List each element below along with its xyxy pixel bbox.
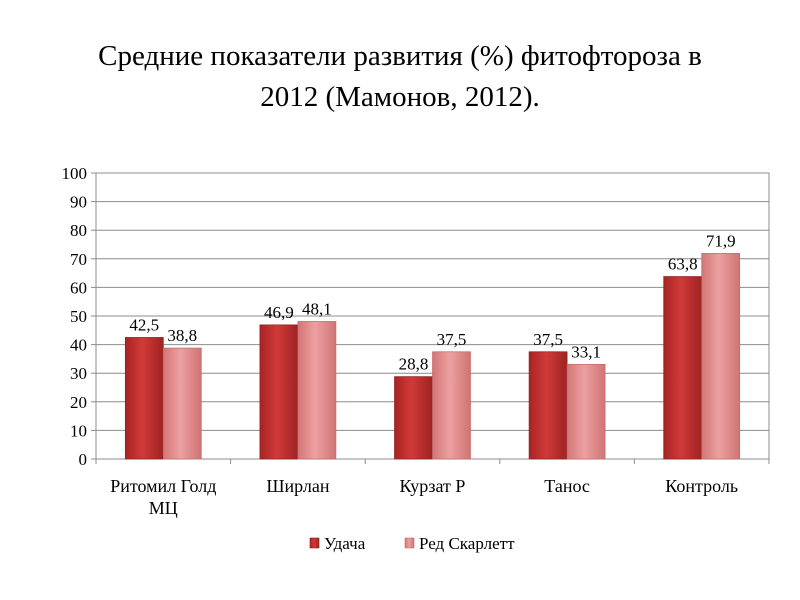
- bar-red-scarlett: [297, 321, 337, 460]
- bar-red-scarlett: [432, 351, 471, 460]
- y-tick-label: 70: [70, 250, 87, 269]
- bar-red-scarlett: [566, 363, 606, 460]
- x-tick-label: Курзат Р: [400, 476, 466, 496]
- bar-udacha: [259, 324, 299, 460]
- bar-udacha: [124, 337, 164, 460]
- bar-udacha: [528, 351, 568, 460]
- x-tick-label: Ритомил Голд: [110, 476, 216, 496]
- data-label: 71,9: [706, 231, 736, 250]
- data-label: 37,5: [533, 330, 563, 349]
- legend-swatch-red-scarlett: [404, 537, 415, 549]
- y-tick-label: 60: [70, 278, 87, 297]
- data-label: 63,8: [668, 255, 698, 274]
- y-tick-label: 50: [70, 307, 87, 326]
- x-tick-label: Ширлан: [266, 476, 330, 496]
- y-tick-label: 100: [62, 164, 88, 183]
- chart-title-line-2: 2012 (Мамонов, 2012).: [260, 81, 540, 113]
- chart-title-line-1: Средние показатели развития (%) фитофтор…: [98, 40, 702, 72]
- y-tick-label: 10: [70, 421, 87, 440]
- legend-swatch-udacha: [309, 537, 320, 549]
- data-label: 28,8: [399, 355, 429, 374]
- data-label: 37,5: [437, 330, 467, 349]
- legend-label-udacha: Удача: [324, 534, 366, 553]
- data-labels: 42,5 38,8 46,9 48,1 28,8 37,5 37,5 33,1 63,8 71,9: [129, 231, 735, 373]
- data-label: 42,5: [129, 315, 159, 334]
- chart-title: Средние показатели развития (%) фитофтор…: [40, 36, 760, 118]
- x-tick-label: МЦ: [149, 498, 178, 518]
- data-label: 38,8: [167, 326, 197, 345]
- data-label: 46,9: [264, 303, 294, 322]
- data-label: 48,1: [302, 299, 332, 318]
- x-tick-label: Танос: [544, 476, 590, 496]
- y-tick-label: 30: [70, 364, 87, 383]
- y-tick-label: 90: [70, 193, 87, 212]
- y-tick-label: 20: [70, 393, 87, 412]
- data-label: 33,1: [571, 342, 601, 361]
- bar-red-scarlett: [701, 253, 741, 460]
- bars: [124, 253, 741, 460]
- bar-udacha: [394, 376, 433, 460]
- legend: Удача Ред Скарлетт: [309, 534, 515, 553]
- legend-label-red-scarlett: Ред Скарлетт: [419, 534, 515, 553]
- x-tick-label: Контроль: [665, 476, 738, 496]
- y-tick-label: 80: [70, 221, 87, 240]
- bar-udacha: [663, 276, 703, 460]
- y-tick-label: 0: [79, 450, 88, 469]
- y-tick-label: 40: [70, 336, 87, 355]
- bar-red-scarlett: [162, 347, 202, 460]
